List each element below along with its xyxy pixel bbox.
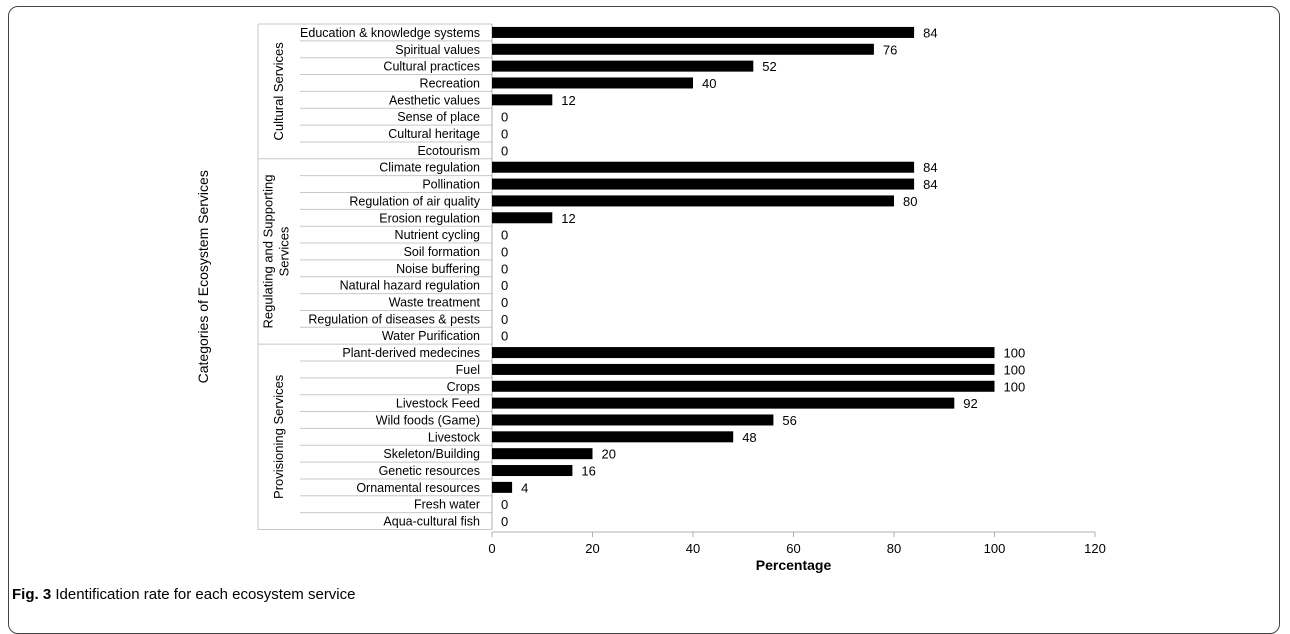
group-label: Regulating and SupportingServices: [261, 174, 292, 328]
data-label: 100: [1004, 346, 1026, 361]
category-label: Natural hazard regulation: [340, 279, 480, 293]
bar: [492, 195, 894, 207]
data-label: 52: [762, 59, 776, 74]
category-label: Nutrient cycling: [395, 228, 480, 242]
bar: [492, 77, 693, 89]
category-label: Spiritual values: [395, 43, 480, 57]
category-label: Ornamental resources: [356, 481, 480, 495]
category-label: Recreation: [420, 76, 480, 90]
data-label: 0: [501, 278, 508, 293]
data-label: 100: [1004, 379, 1026, 394]
x-tick-label: 60: [786, 541, 800, 556]
category-label: Livestock Feed: [396, 397, 480, 411]
category-label: Fuel: [456, 363, 480, 377]
data-label: 0: [501, 244, 508, 259]
data-label: 0: [501, 329, 508, 344]
bar-chart: Education & knowledge systems 84 Spiritual…: [195, 23, 1106, 573]
category-label: Noise buffering: [396, 262, 480, 276]
bar: [492, 465, 573, 477]
x-tick-label: 40: [686, 541, 700, 556]
category-label: Cultural practices: [383, 60, 480, 74]
bar: [492, 481, 513, 493]
x-tick-label: 20: [585, 541, 599, 556]
data-label: 100: [1004, 362, 1026, 377]
y-axis-title: Categories of Ecosystem Services: [195, 170, 211, 383]
category-label: Waste treatment: [389, 296, 481, 310]
caption-label: Fig. 3: [12, 586, 52, 603]
data-label: 0: [501, 110, 508, 125]
group-label: Provisioning Services: [271, 374, 286, 499]
data-label: 0: [501, 514, 508, 529]
data-label: 84: [923, 177, 937, 192]
data-label: 0: [501, 228, 508, 243]
x-axis-title: Percentage: [756, 557, 832, 573]
category-label: Sense of place: [397, 110, 480, 124]
data-label: 0: [501, 312, 508, 327]
bar: [492, 161, 915, 173]
data-label: 0: [501, 261, 508, 276]
bar: [492, 380, 995, 392]
category-label: Aesthetic values: [389, 93, 480, 107]
category-label: Soil formation: [404, 245, 480, 259]
category-label: Pollination: [422, 178, 480, 192]
data-label: 4: [521, 480, 528, 495]
data-label: 16: [581, 464, 595, 479]
category-label: Wild foods (Game): [376, 413, 480, 427]
category-label: Water Purification: [382, 329, 480, 343]
data-label: 0: [501, 127, 508, 142]
bar: [492, 43, 874, 55]
data-label: 48: [742, 430, 756, 445]
bar: [492, 178, 915, 190]
category-label: Climate regulation: [379, 161, 480, 175]
category-label: Erosion regulation: [379, 211, 480, 225]
data-label: 0: [501, 295, 508, 310]
bar: [492, 94, 553, 106]
category-label: Ecotourism: [417, 144, 480, 158]
data-label: 56: [782, 413, 796, 428]
x-tick-label: 0: [488, 541, 495, 556]
category-label: Fresh water: [414, 498, 480, 512]
bar: [492, 212, 553, 224]
category-label: Plant-derived medecines: [342, 346, 480, 360]
category-label: Aqua-cultural fish: [383, 515, 480, 529]
data-label: 12: [561, 93, 575, 108]
category-label: Genetic resources: [379, 464, 480, 478]
data-label: 0: [501, 497, 508, 512]
data-label: 92: [963, 396, 977, 411]
data-label: 84: [923, 160, 937, 175]
data-label: 80: [903, 194, 917, 209]
x-tick-label: 100: [984, 541, 1006, 556]
data-label: 40: [702, 76, 716, 91]
data-label: 76: [883, 42, 897, 57]
bar: [492, 414, 774, 426]
bar: [492, 397, 955, 409]
bar: [492, 26, 915, 38]
category-label: Education & knowledge systems: [300, 26, 480, 40]
category-label: Crops: [447, 380, 480, 394]
bar: [492, 448, 593, 460]
bar: [492, 60, 754, 72]
category-label: Regulation of diseases & pests: [308, 312, 480, 326]
category-label: Regulation of air quality: [349, 194, 480, 208]
x-tick-label: 120: [1084, 541, 1106, 556]
caption-text: Identification rate for each ecosystem s…: [55, 586, 356, 603]
data-label: 12: [561, 211, 575, 226]
category-label: Livestock: [428, 430, 481, 444]
category-label: Cultural heritage: [388, 127, 480, 141]
bar: [492, 347, 995, 359]
figure-caption: Fig. 3 Identification rate for each ecos…: [12, 586, 355, 603]
x-tick-label: 80: [887, 541, 901, 556]
data-label: 20: [602, 447, 616, 462]
bar: [492, 431, 734, 443]
group-label: Cultural Services: [271, 42, 286, 141]
data-label: 84: [923, 25, 937, 40]
category-label: Skeleton/Building: [383, 447, 480, 461]
bar: [492, 363, 995, 375]
data-label: 0: [501, 143, 508, 158]
